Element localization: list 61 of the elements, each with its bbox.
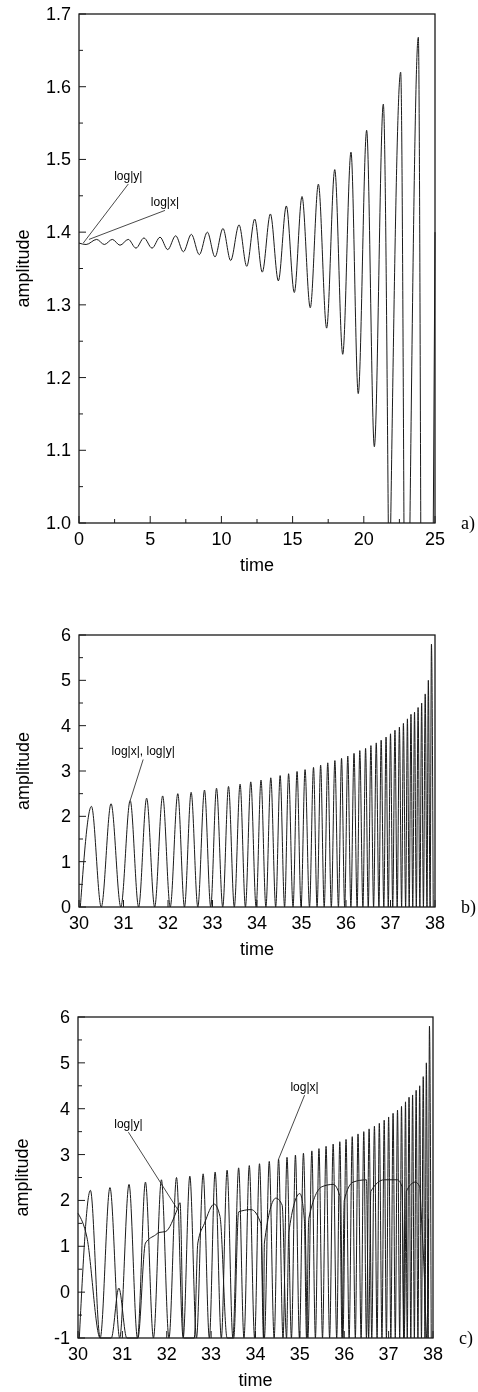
x-tick-label: 38	[422, 1344, 444, 1364]
x-tick-label: 33	[201, 1344, 222, 1364]
y-tick-label: 6	[59, 1007, 70, 1027]
x-tick-label: 32	[156, 1344, 177, 1364]
x-axis-title: time	[239, 555, 275, 575]
x-tick-label: 31	[113, 913, 134, 933]
x-tick-label: 33	[202, 913, 223, 933]
annotation: log|x|	[150, 195, 180, 210]
x-tick-label: 35	[289, 1344, 310, 1364]
x-tick-label: 35	[291, 913, 312, 933]
text: a)	[461, 513, 475, 534]
x-tick-label: 0	[73, 529, 85, 549]
x-tick-label: 37	[378, 1344, 399, 1364]
y-tick-label: 2	[60, 806, 71, 827]
y-tick-label: 4	[59, 1098, 70, 1119]
annotation: log|x|, log|y|	[111, 744, 175, 759]
y-axis-title: amplitude	[13, 731, 33, 811]
y-tick-label: 1.2	[45, 367, 71, 388]
x-tick-label: 5	[145, 529, 156, 549]
x-tick-label: 38	[424, 913, 446, 933]
text: c)	[459, 1328, 473, 1349]
x-tick-label: 31	[112, 1344, 133, 1364]
x-tick-label: 36	[335, 913, 357, 933]
y-tick-label: 4	[60, 715, 71, 736]
y-axis-title: amplitude	[12, 1138, 32, 1217]
x-tick-label: 10	[211, 529, 232, 549]
y-tick-label: 5	[59, 1052, 70, 1073]
y-tick-label: 5	[60, 670, 71, 691]
x-tick-label: 30	[67, 1344, 89, 1364]
x-tick-label: 32	[157, 913, 179, 933]
y-tick-label: -1	[53, 1328, 70, 1348]
x-tick-label: 30	[68, 913, 90, 933]
y-tick-label: 3	[59, 1144, 70, 1165]
text: b)	[461, 897, 476, 918]
annotation: log|y|	[114, 1117, 143, 1132]
x-tick-label: 34	[246, 913, 268, 933]
y-tick-label: 2	[59, 1190, 70, 1211]
y-tick-label: 0	[60, 897, 71, 917]
y-tick-label: 1.4	[45, 222, 71, 243]
y-tick-label: 0	[59, 1282, 70, 1303]
x-tick-label: 34	[245, 1344, 266, 1364]
y-tick-label: 1	[60, 851, 71, 872]
y-tick-label: 1.0	[45, 513, 71, 533]
y-tick-label: 1.6	[45, 76, 71, 97]
x-tick-label: 36	[334, 1344, 355, 1364]
y-tick-label: 1.3	[45, 294, 71, 315]
x-axis-title: time	[239, 939, 275, 959]
y-tick-label: 6	[60, 625, 71, 645]
y-tick-label: 3	[60, 761, 71, 781]
annotation: log|y|	[114, 169, 143, 184]
y-tick-label: 1.1	[45, 440, 71, 461]
y-tick-label: 1.5	[45, 149, 71, 170]
x-axis-title: time	[238, 1370, 273, 1390]
y-tick-label: 1.7	[45, 4, 71, 24]
x-tick-label: 37	[380, 913, 401, 933]
annotation: log|x|	[290, 1080, 319, 1095]
x-tick-label: 25	[424, 529, 446, 549]
x-tick-label: 20	[353, 529, 374, 549]
x-tick-label: 15	[282, 529, 303, 549]
y-axis-title: amplitude	[13, 229, 33, 308]
y-tick-label: 1	[59, 1236, 70, 1257]
